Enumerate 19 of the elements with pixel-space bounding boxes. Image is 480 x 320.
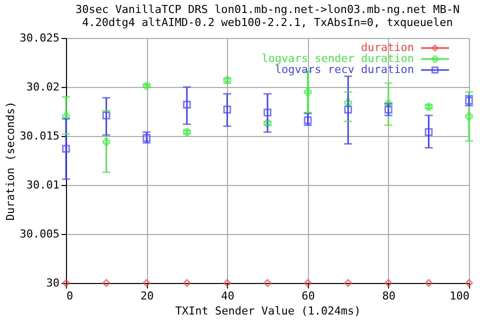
x-tick-label: 60 [302, 290, 315, 302]
x-axis-title: TXInt Sender Value (1.024ms) [175, 304, 361, 318]
y-tick-label: 30.02 [26, 80, 60, 94]
text: 4.20dtg4 altAIMD-0.2 web100-2.2.1, TxAbsIn=0, txqueuelen [82, 16, 453, 29]
x-tick-label: 80 [382, 290, 396, 302]
y-tick-label: 30 [46, 276, 60, 290]
text: 30sec VanillaTCP DRS lon01.mb-ng.net->lon03.mb-ng.net MB-N [75, 3, 460, 16]
legend-label: duration [361, 41, 414, 54]
y-axis-title: Duration (seconds) [4, 101, 17, 221]
legend-label: logvars sender duration [262, 52, 414, 65]
x-tick-label: 0 [66, 290, 74, 302]
y-tick-label: 30.005 [20, 228, 60, 240]
x-tick-label: 100 [450, 290, 470, 302]
y-tick-label: 30.025 [20, 32, 60, 44]
y-tick-label: 30.015 [20, 130, 60, 142]
x-tick-label: 40 [221, 290, 234, 302]
x-tick-label: 20 [140, 290, 154, 302]
legend-label: logvars recv duration [274, 63, 414, 76]
y-tick-label: 30.01 [26, 178, 60, 192]
